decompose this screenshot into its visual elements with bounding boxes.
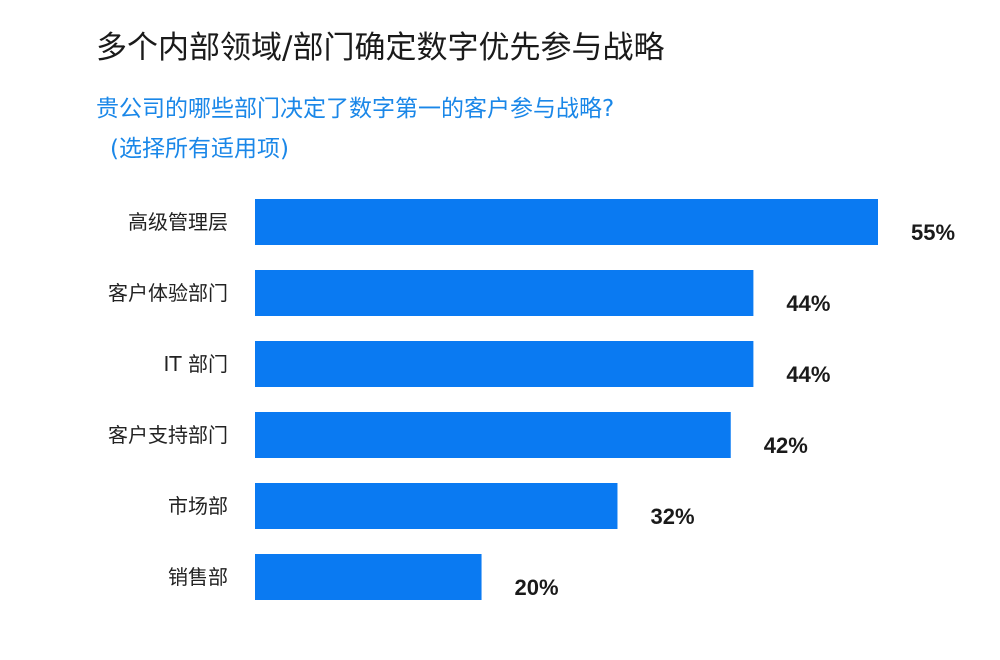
value-label-1: 44% <box>786 291 830 316</box>
category-label-0: 高级管理层 <box>128 210 228 234</box>
chart-title: 多个内部领域/部门确定数字优先参与战略 <box>96 30 665 66</box>
category-label-5: 销售部 <box>168 565 228 589</box>
value-label-0: 55% <box>911 220 955 245</box>
chart-note: (选择所有适用项) <box>110 136 289 162</box>
bar-2 <box>255 341 754 387</box>
category-label-1: 客户体验部门 <box>108 281 228 305</box>
bar-1 <box>255 270 754 316</box>
bar-4 <box>255 483 618 529</box>
value-label-4: 32% <box>650 504 694 529</box>
value-label-3: 42% <box>764 433 808 458</box>
bar-5 <box>255 554 482 600</box>
category-label-4: 市场部 <box>168 494 228 518</box>
chart-subtitle: 贵公司的哪些部门决定了数字第一的客户参与战略? <box>96 96 615 122</box>
bar-3 <box>255 412 731 458</box>
category-label-2: IT 部门 <box>164 352 228 376</box>
value-label-2: 44% <box>786 362 830 387</box>
value-label-5: 20% <box>515 575 559 600</box>
category-label-3: 客户支持部门 <box>108 423 228 447</box>
bar-0 <box>255 199 878 245</box>
